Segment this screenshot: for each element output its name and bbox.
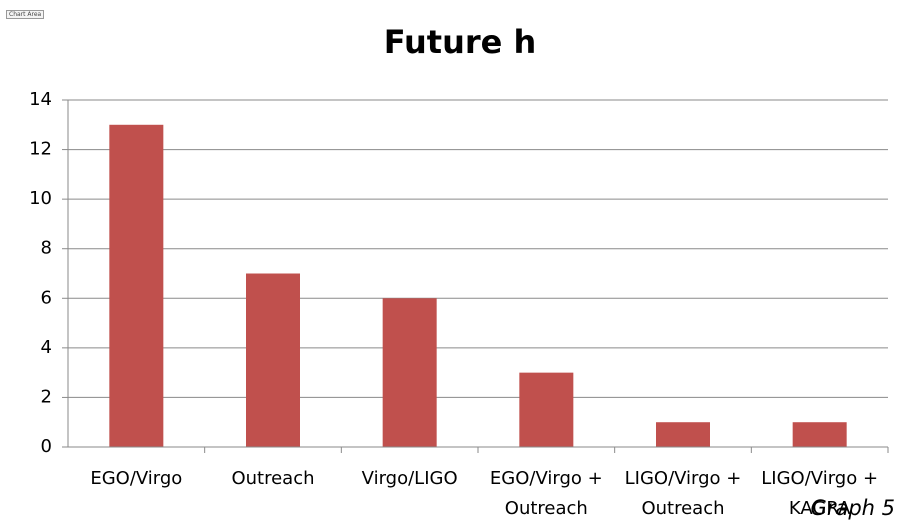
- bar: [792, 422, 847, 447]
- y-tick-label: 10: [29, 188, 52, 209]
- x-tick-label: LIGO/Virgo + KAGRA: [761, 468, 879, 519]
- x-tick-label: LIGO/Virgo + Outreach: [624, 468, 742, 519]
- bar: [382, 298, 437, 447]
- bar: [109, 124, 164, 448]
- x-tick-label: Virgo/LIGO: [361, 468, 458, 489]
- y-tick-label: 0: [41, 436, 52, 457]
- bar: [246, 273, 300, 447]
- chart-title: Future h: [384, 23, 537, 61]
- x-tick-label: EGO/Virgo: [90, 468, 183, 489]
- annotation: Graph 5: [810, 496, 895, 520]
- bar: [519, 372, 574, 447]
- y-tick-label: 4: [41, 337, 52, 358]
- bar: [656, 422, 710, 447]
- y-tick-label: 14: [29, 89, 52, 110]
- y-tick-label: 12: [29, 139, 52, 160]
- chart-area-tag: Chart Area: [6, 10, 45, 19]
- y-tick-label: 8: [41, 238, 52, 259]
- y-tick-label: 2: [41, 386, 52, 407]
- x-tick-label: EGO/Virgo + Outreach: [489, 468, 603, 519]
- y-tick-label: 6: [41, 287, 52, 308]
- x-tick-label: Outreach: [231, 468, 315, 489]
